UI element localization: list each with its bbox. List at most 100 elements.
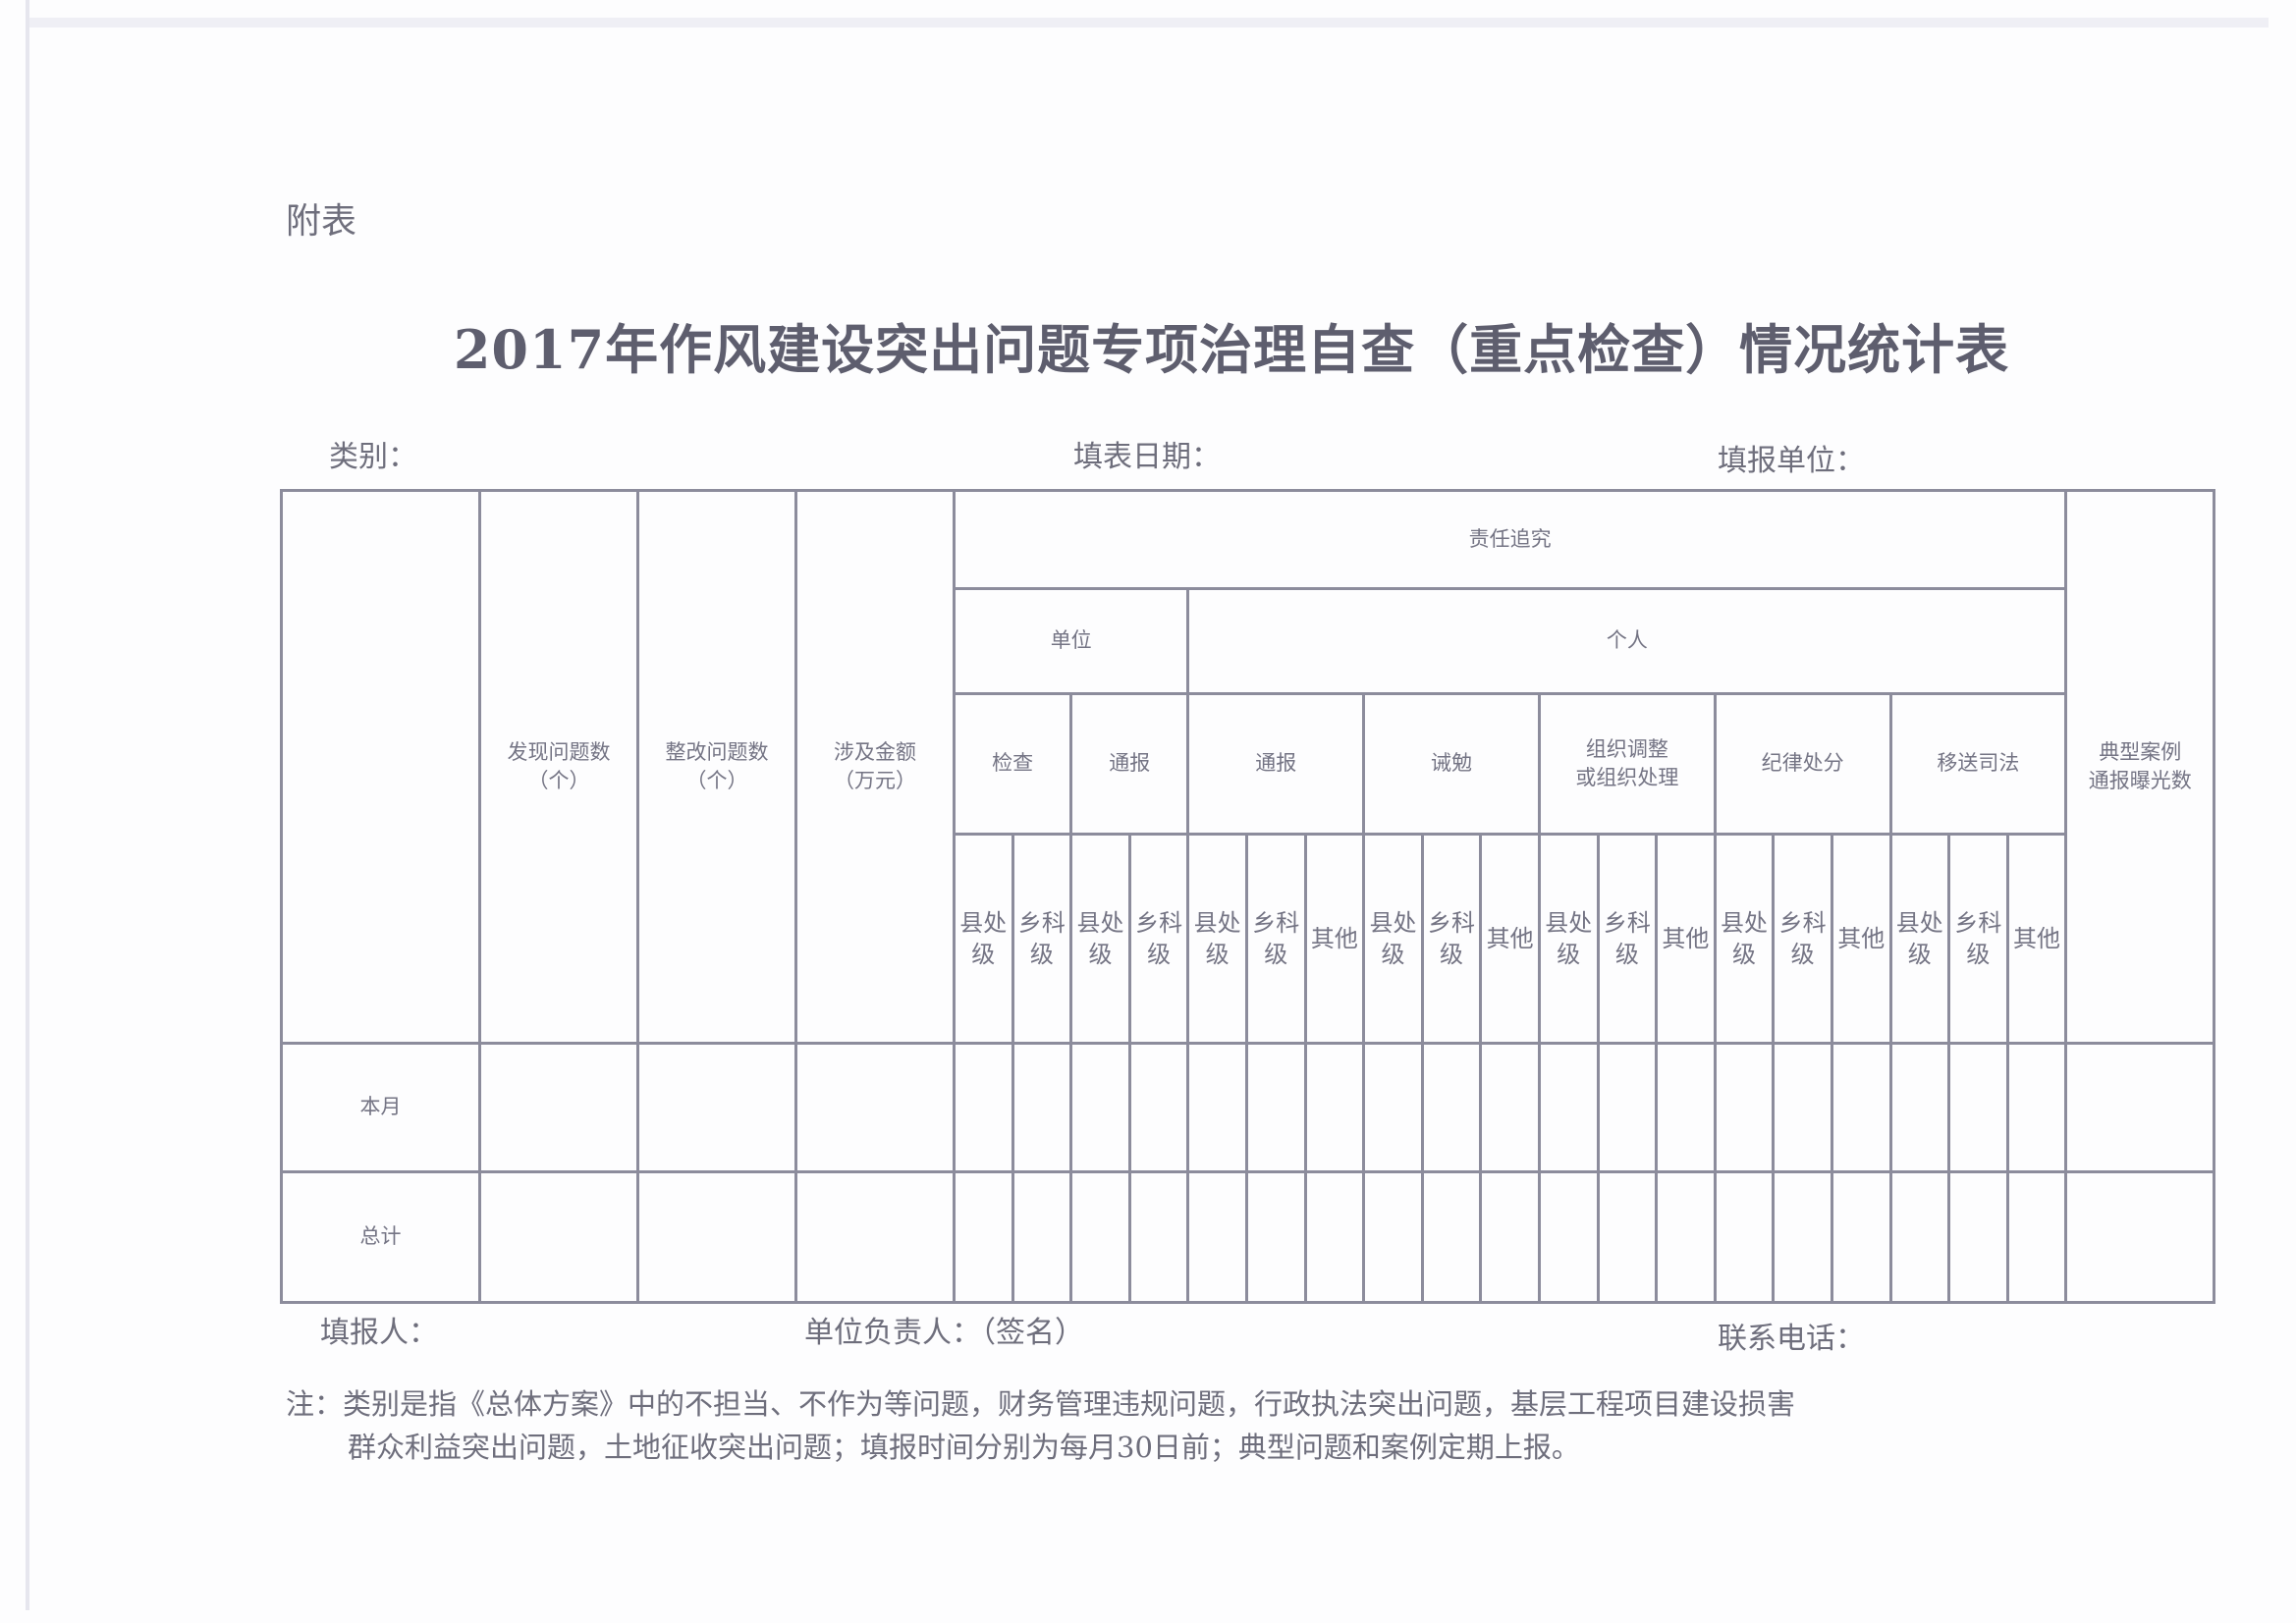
data-cell[interactable] bbox=[1596, 1042, 1659, 1173]
header-accountability: 责任追究 bbox=[952, 489, 2068, 590]
data-cell[interactable] bbox=[953, 1170, 1014, 1304]
data-cell[interactable] bbox=[1830, 1042, 1892, 1173]
data-cell[interactable] bbox=[1244, 1170, 1307, 1304]
page-title: 2017年作风建设突出问题专项治理自查（重点检查）情况统计表 bbox=[453, 318, 2010, 381]
footnote: 注：类别是指《总体方案》中的不担当、不作为等问题，财务管理违规问题，行政执法突出… bbox=[286, 1382, 2014, 1469]
group-header: 纪律处分 bbox=[1713, 692, 1892, 836]
appendix-label: 附表 bbox=[286, 201, 357, 242]
data-cell[interactable] bbox=[636, 1042, 797, 1173]
sub-header-cell: 乡科级 bbox=[1772, 833, 1833, 1045]
sub-header: 乡科级 bbox=[1428, 908, 1476, 968]
data-cell[interactable] bbox=[1127, 1042, 1190, 1173]
data-cell[interactable] bbox=[1596, 1170, 1659, 1304]
sub-header-cell: 县处级 bbox=[1069, 833, 1131, 1045]
group-header: 通报 bbox=[1069, 692, 1190, 836]
category-header-cell bbox=[280, 489, 481, 1045]
sub-header-cell: 县处级 bbox=[1186, 833, 1248, 1045]
data-cell[interactable] bbox=[1069, 1042, 1131, 1173]
sub-header: 乡科级 bbox=[1954, 908, 2002, 968]
sub-header: 乡科级 bbox=[1603, 908, 1651, 968]
sub-header-cell: 其他 bbox=[1830, 833, 1892, 1045]
data-cell[interactable] bbox=[1127, 1170, 1190, 1304]
data-cell[interactable] bbox=[1713, 1170, 1776, 1304]
sub-header: 县处级 bbox=[1721, 908, 1769, 968]
data-cell[interactable] bbox=[1011, 1170, 1073, 1304]
unit-head-label: 单位负责人：（签名） bbox=[804, 1316, 1084, 1350]
sub-header: 乡科级 bbox=[1135, 908, 1183, 968]
data-cell[interactable] bbox=[1655, 1170, 1717, 1304]
data-cell[interactable] bbox=[1537, 1042, 1600, 1173]
scan-edge bbox=[29, 18, 2269, 27]
group-header: 诫勉 bbox=[1362, 692, 1541, 836]
data-cell[interactable] bbox=[1244, 1042, 1307, 1173]
sub-header-cell: 其他 bbox=[1479, 833, 1541, 1045]
sub-header-cell: 县处级 bbox=[953, 833, 1014, 1045]
scan-edge bbox=[26, 0, 29, 1610]
sub-header-cell: 乡科级 bbox=[1947, 833, 2009, 1045]
data-cell[interactable] bbox=[1830, 1170, 1892, 1304]
data-cell[interactable] bbox=[1772, 1170, 1833, 1304]
data-cell[interactable] bbox=[1362, 1170, 1424, 1304]
data-cell[interactable] bbox=[1888, 1170, 1951, 1304]
sub-header: 其他 bbox=[1662, 924, 1710, 952]
row-label: 总计 bbox=[280, 1170, 481, 1304]
group-header: 检查 bbox=[952, 692, 1073, 836]
data-cell[interactable] bbox=[2064, 1042, 2216, 1173]
sub-header: 县处级 bbox=[959, 908, 1008, 968]
data-cell[interactable] bbox=[1069, 1170, 1131, 1304]
data-cell[interactable] bbox=[1947, 1170, 2009, 1304]
data-cell[interactable] bbox=[1947, 1042, 2009, 1173]
data-cell[interactable] bbox=[1303, 1042, 1366, 1173]
group-header: 组织调整 或组织处理 bbox=[1537, 692, 1717, 836]
fill-date-label: 填表日期： bbox=[1073, 440, 1221, 474]
sub-header-cell: 乡科级 bbox=[1244, 833, 1307, 1045]
data-cell[interactable] bbox=[1362, 1042, 1424, 1173]
data-cell[interactable] bbox=[2005, 1170, 2068, 1304]
header-unit: 单位 bbox=[952, 587, 1190, 695]
sub-header: 县处级 bbox=[1545, 908, 1593, 968]
group-header: 移送司法 bbox=[1888, 692, 2068, 836]
sub-header-cell: 其他 bbox=[1303, 833, 1366, 1045]
sub-header: 其他 bbox=[2012, 924, 2060, 952]
statistics-table: 发现问题数 （个） 整改问题数 （个） 涉及金额 （万元） 责任追究 典型案例 通报曝光… bbox=[280, 489, 2216, 1304]
data-cell[interactable] bbox=[794, 1042, 956, 1173]
header-rectified: 整改问题数 （个） bbox=[636, 489, 797, 1045]
sub-header: 其他 bbox=[1310, 924, 1358, 952]
data-cell[interactable] bbox=[1186, 1170, 1248, 1304]
data-cell[interactable] bbox=[1537, 1170, 1600, 1304]
data-cell[interactable] bbox=[1772, 1042, 1833, 1173]
data-cell[interactable] bbox=[1713, 1042, 1776, 1173]
data-cell[interactable] bbox=[2005, 1042, 2068, 1173]
data-cell[interactable] bbox=[478, 1042, 639, 1173]
sub-header: 其他 bbox=[1486, 924, 1534, 952]
data-cell[interactable] bbox=[2064, 1170, 2216, 1304]
sub-header: 县处级 bbox=[1076, 908, 1124, 968]
sub-header-cell: 乡科级 bbox=[1011, 833, 1073, 1045]
sub-header-cell: 乡科级 bbox=[1596, 833, 1659, 1045]
data-cell[interactable] bbox=[1011, 1042, 1073, 1173]
sub-header: 乡科级 bbox=[1017, 908, 1066, 968]
header-typical: 典型案例 通报曝光数 bbox=[2064, 489, 2216, 1045]
sub-header: 县处级 bbox=[1193, 908, 1241, 968]
data-cell[interactable] bbox=[1479, 1170, 1541, 1304]
footnote-line-2: 群众利益突出问题，土地征收突出问题；填报时间分别为每月30日前；典型问题和案例定… bbox=[348, 1431, 1580, 1464]
reporting-unit-label: 填报单位： bbox=[1718, 444, 1865, 478]
data-cell[interactable] bbox=[1655, 1042, 1717, 1173]
sub-header: 县处级 bbox=[1895, 908, 1943, 968]
data-cell[interactable] bbox=[794, 1170, 956, 1304]
data-cell[interactable] bbox=[1303, 1170, 1366, 1304]
data-cell[interactable] bbox=[1420, 1170, 1483, 1304]
sub-header-cell: 县处级 bbox=[1888, 833, 1951, 1045]
sub-header-cell: 县处级 bbox=[1537, 833, 1600, 1045]
header-individual: 个人 bbox=[1186, 587, 2068, 695]
data-cell[interactable] bbox=[953, 1042, 1014, 1173]
data-cell[interactable] bbox=[1479, 1042, 1541, 1173]
header-found: 发现问题数 （个） bbox=[478, 489, 639, 1045]
data-cell[interactable] bbox=[636, 1170, 797, 1304]
sub-header: 乡科级 bbox=[1252, 908, 1300, 968]
data-cell[interactable] bbox=[1186, 1042, 1248, 1173]
data-cell[interactable] bbox=[1420, 1042, 1483, 1173]
phone-label: 联系电话： bbox=[1718, 1322, 1865, 1356]
data-cell[interactable] bbox=[478, 1170, 639, 1304]
data-cell[interactable] bbox=[1888, 1042, 1951, 1173]
